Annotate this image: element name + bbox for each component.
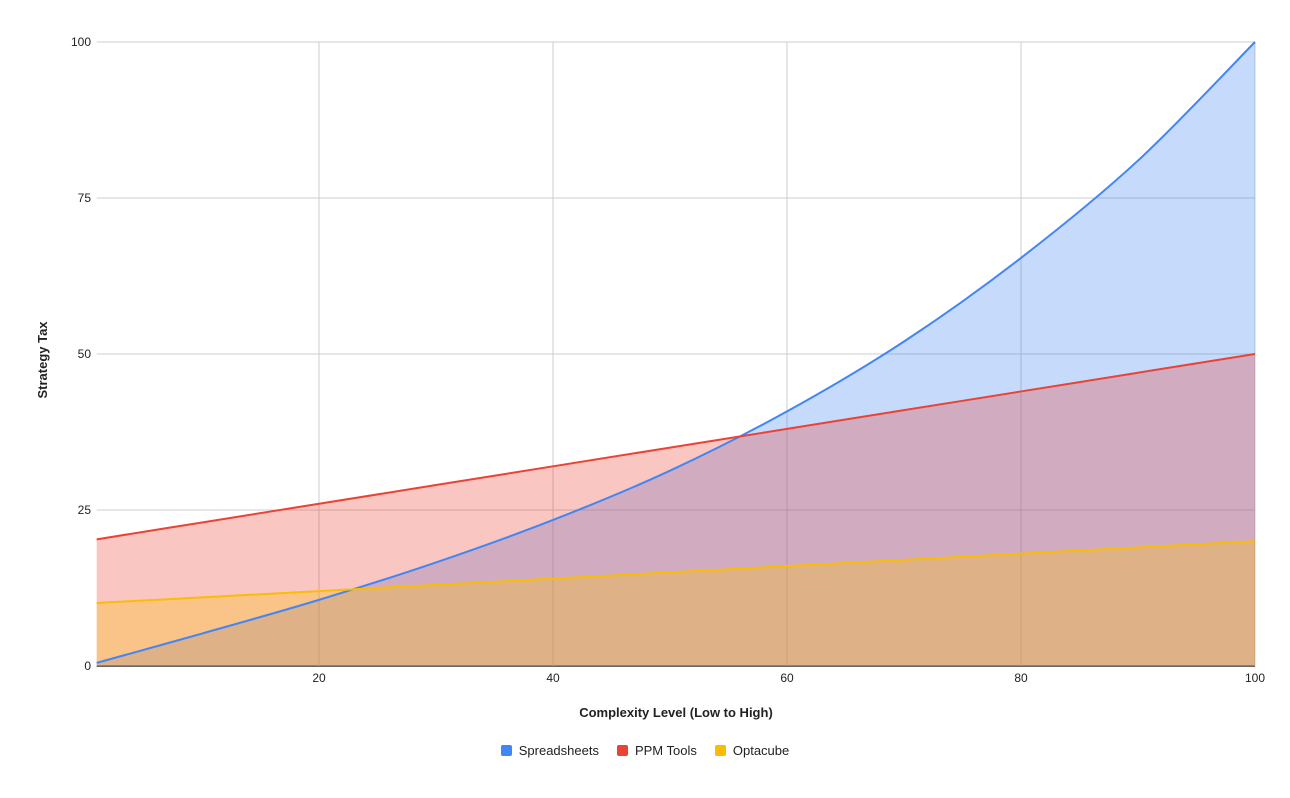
legend-swatch bbox=[616, 745, 628, 756]
area-optacube bbox=[96, 541, 1256, 666]
legend: Spreadsheets PPM Tools Optacube bbox=[0, 743, 1290, 758]
legend-item[interactable]: Spreadsheets bbox=[500, 743, 599, 758]
legend-label: PPM Tools bbox=[634, 743, 697, 758]
legend-item[interactable]: Optacube bbox=[714, 743, 790, 758]
area-spreadsheets bbox=[96, 42, 1256, 666]
legend-swatch bbox=[500, 745, 512, 756]
y-tick-label: 0 bbox=[84, 659, 91, 673]
legend-swatch bbox=[714, 745, 726, 756]
legend-item[interactable]: PPM Tools bbox=[616, 743, 697, 758]
line-spreadsheets bbox=[96, 41, 1256, 664]
y-axis-title: Strategy Tax bbox=[35, 321, 50, 399]
x-tick-label: 20 bbox=[312, 671, 326, 685]
legend-label: Spreadsheets bbox=[518, 743, 599, 758]
x-tick-label: 100 bbox=[1245, 671, 1265, 685]
x-tick-label: 80 bbox=[1014, 671, 1028, 685]
y-tick-label: 25 bbox=[78, 503, 92, 517]
x-tick-label: 40 bbox=[546, 671, 560, 685]
x-axis-title: Complexity Level (Low to High) bbox=[579, 705, 773, 720]
y-tick-label: 75 bbox=[78, 191, 92, 205]
y-tick-label: 50 bbox=[78, 347, 92, 361]
legend-label: Optacube bbox=[732, 743, 790, 758]
line-optacube bbox=[96, 540, 1256, 604]
y-tick-label: 100 bbox=[71, 35, 91, 49]
line-ppm-tools bbox=[96, 353, 1256, 541]
x-tick-label: 60 bbox=[780, 671, 794, 685]
